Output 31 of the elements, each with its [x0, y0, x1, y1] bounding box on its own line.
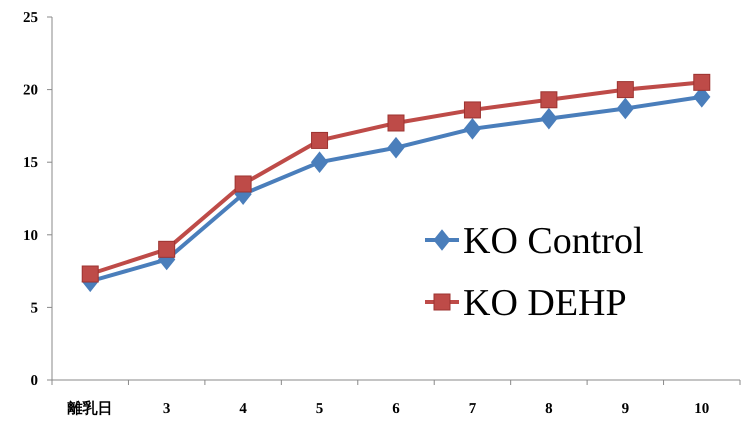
point: [616, 98, 634, 119]
x-tick-label: 8: [545, 401, 553, 417]
point: [388, 114, 404, 132]
x-tick-label: 10: [694, 401, 710, 417]
point: [234, 175, 252, 192]
x-tick-label: 4: [239, 401, 248, 417]
point: [311, 132, 328, 149]
x-tick-label: 3: [162, 401, 170, 417]
x-tick-label: 離乳日: [66, 400, 113, 417]
y-tick-label: 15: [23, 155, 38, 172]
y-tick-label: 5: [30, 300, 38, 316]
point: [158, 240, 176, 258]
point: [311, 152, 328, 173]
y-tick-label: 25: [23, 10, 38, 26]
y-tick-label: 20: [23, 82, 38, 99]
x-tick-label: 7: [468, 401, 477, 417]
y-tick-label: 0: [30, 373, 38, 389]
point: [540, 108, 558, 130]
point: [693, 74, 710, 91]
legend-label: KO DEHP: [463, 282, 627, 324]
point: [464, 118, 481, 140]
point: [540, 91, 558, 108]
point: [388, 137, 404, 158]
x-tick-label: 6: [392, 401, 400, 417]
point: [616, 81, 634, 98]
x-tick-label: 5: [316, 401, 324, 417]
y-tick-label: 10: [23, 228, 38, 244]
point: [464, 101, 481, 118]
x-tick-label: 9: [622, 401, 630, 417]
point: [82, 266, 99, 283]
legend-label: KO Control: [463, 220, 644, 262]
